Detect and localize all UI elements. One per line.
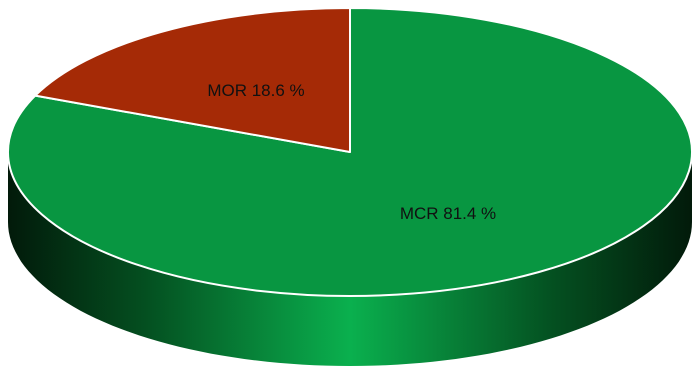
label-mor: MOR 18.6 % <box>207 81 304 100</box>
label-mcr: MCR 81.4 % <box>400 204 496 223</box>
pie-side-wall-mcr <box>8 152 692 366</box>
pie-side-wall <box>8 152 692 366</box>
pie-slice-mor <box>34 7 351 153</box>
pie-labels: MOR 18.6 % MCR 81.4 % <box>207 81 496 223</box>
pie-top-face <box>6 7 692 297</box>
